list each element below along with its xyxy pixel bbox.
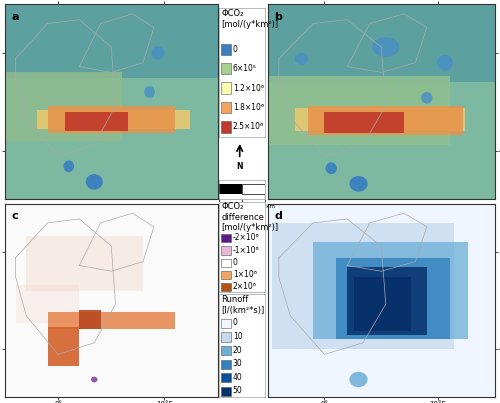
Bar bbox=[222, 283, 230, 291]
Text: 50: 50 bbox=[233, 386, 242, 395]
Bar bbox=[222, 346, 230, 355]
Bar bbox=[268, 76, 450, 145]
Text: d: d bbox=[274, 211, 282, 221]
Bar bbox=[222, 63, 230, 75]
Bar bbox=[222, 332, 230, 342]
Ellipse shape bbox=[295, 53, 308, 64]
Bar bbox=[336, 258, 450, 339]
Bar bbox=[64, 112, 128, 131]
Bar bbox=[26, 237, 143, 291]
Ellipse shape bbox=[91, 377, 98, 382]
Bar bbox=[48, 327, 80, 366]
Text: 2×10⁶: 2×10⁶ bbox=[233, 282, 256, 291]
Text: ΦCO₂
[mol/(y*km²)]: ΦCO₂ [mol/(y*km²)] bbox=[222, 9, 278, 29]
Text: N: N bbox=[236, 162, 243, 171]
Text: 30: 30 bbox=[233, 359, 242, 368]
Text: 20: 20 bbox=[233, 346, 242, 355]
Bar bbox=[268, 4, 495, 82]
Text: 1.8×10⁶: 1.8×10⁶ bbox=[233, 103, 264, 112]
Ellipse shape bbox=[326, 162, 337, 174]
Text: 2.5×10⁶: 2.5×10⁶ bbox=[233, 122, 264, 131]
Text: a: a bbox=[12, 12, 19, 22]
Bar bbox=[222, 246, 230, 255]
Bar bbox=[308, 106, 463, 135]
Ellipse shape bbox=[86, 174, 103, 190]
Bar bbox=[222, 259, 230, 267]
Text: ΦCO₂
difference
[mol/(y*km²)]: ΦCO₂ difference [mol/(y*km²)] bbox=[222, 202, 278, 232]
Ellipse shape bbox=[421, 92, 432, 104]
Bar bbox=[48, 106, 175, 133]
Bar bbox=[222, 359, 230, 369]
Text: -1×10⁶: -1×10⁶ bbox=[233, 245, 260, 255]
Bar bbox=[219, 184, 242, 194]
Ellipse shape bbox=[437, 55, 453, 71]
Text: 6×10⁵: 6×10⁵ bbox=[233, 64, 257, 73]
Bar bbox=[347, 267, 427, 335]
Ellipse shape bbox=[350, 372, 368, 387]
Text: 0: 0 bbox=[233, 318, 237, 328]
Ellipse shape bbox=[372, 37, 400, 57]
Ellipse shape bbox=[350, 176, 368, 192]
Bar bbox=[313, 242, 468, 339]
Bar bbox=[222, 121, 230, 133]
Bar bbox=[324, 112, 404, 133]
Bar bbox=[222, 387, 230, 396]
Bar bbox=[222, 319, 230, 328]
Text: 1.2×10⁶: 1.2×10⁶ bbox=[233, 83, 264, 93]
Bar bbox=[80, 310, 100, 329]
Bar bbox=[222, 102, 230, 113]
Bar bbox=[48, 312, 175, 329]
Text: 0: 0 bbox=[233, 45, 237, 54]
Text: 40: 40 bbox=[233, 373, 242, 382]
Bar bbox=[242, 184, 265, 194]
Bar bbox=[295, 108, 466, 131]
Text: 0: 0 bbox=[233, 258, 237, 267]
Bar bbox=[222, 271, 230, 279]
Bar bbox=[222, 82, 230, 94]
Text: -2×10⁶: -2×10⁶ bbox=[233, 233, 260, 242]
Text: 1×10⁶: 1×10⁶ bbox=[233, 270, 256, 279]
Bar bbox=[37, 110, 190, 129]
Text: c: c bbox=[12, 211, 18, 221]
Text: b: b bbox=[274, 12, 282, 22]
Bar bbox=[222, 234, 230, 242]
Bar bbox=[354, 277, 411, 331]
Text: 10: 10 bbox=[233, 332, 242, 341]
Bar bbox=[222, 44, 230, 55]
Bar bbox=[5, 4, 218, 78]
Ellipse shape bbox=[144, 86, 155, 98]
Ellipse shape bbox=[64, 160, 74, 172]
Ellipse shape bbox=[152, 46, 164, 60]
Bar bbox=[272, 223, 454, 349]
Bar bbox=[222, 373, 230, 382]
Bar bbox=[16, 285, 80, 324]
Bar bbox=[5, 73, 122, 141]
Text: Runoff
[l/(km²*s)]: Runoff [l/(km²*s)] bbox=[222, 295, 264, 315]
